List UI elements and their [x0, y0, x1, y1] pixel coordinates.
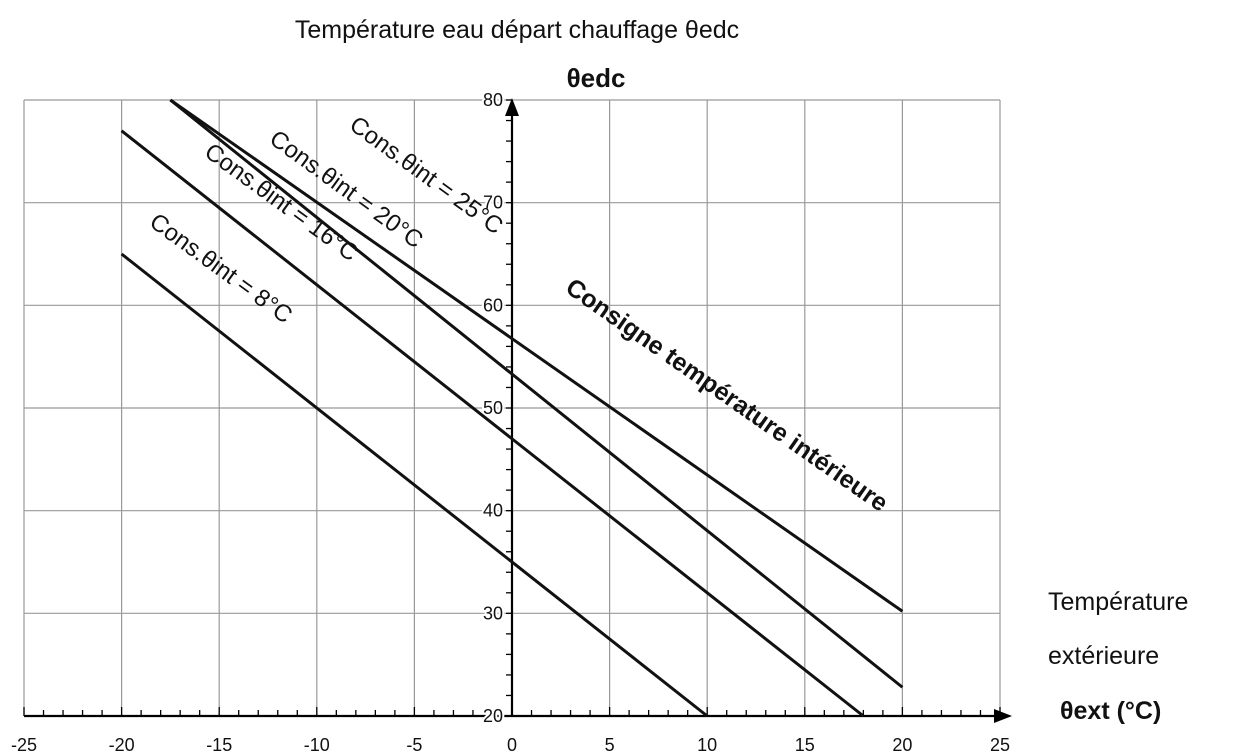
x-axis-label-line-2: extérieure [1048, 642, 1160, 670]
x-axis-arrow [994, 709, 1012, 723]
y-axis-label: θedc [567, 63, 626, 93]
y-tick-label: 60 [483, 295, 503, 315]
x-tick-label: 20 [892, 735, 912, 755]
x-tick-label: -10 [304, 735, 330, 755]
x-axis-label-line-1: Température [1048, 588, 1189, 616]
x-tick-label: 15 [795, 735, 815, 755]
x-tick-label: -5 [406, 735, 422, 755]
annotation-consigne: Consigne température intérieure [561, 273, 894, 518]
y-axis-arrow [505, 98, 519, 116]
series-line-4 [120, 252, 709, 718]
series-line-2 [169, 98, 904, 689]
y-tick-label: 30 [483, 603, 503, 623]
x-tick-label: 5 [605, 735, 615, 755]
series-line-1 [169, 98, 904, 613]
x-tick-label: -25 [11, 735, 37, 755]
x-tick-label: -20 [109, 735, 135, 755]
x-tick-label: 0 [507, 735, 517, 755]
chart-title: Température eau départ chauffage θedc [295, 16, 739, 44]
y-tick-label: 40 [483, 501, 503, 521]
x-tick-label: -15 [206, 735, 232, 755]
y-tick-label: 50 [483, 398, 503, 418]
x-axis-label-line-3: θext (°C) [1060, 697, 1162, 725]
series-label-4: Cons.θint = 8°C [144, 208, 297, 329]
x-tick-label: 10 [697, 735, 717, 755]
y-tick-label: 20 [483, 706, 503, 726]
y-tick-label: 80 [483, 90, 503, 110]
y-tick-label: 70 [483, 193, 503, 213]
series-line-3 [120, 129, 865, 718]
x-tick-label: 25 [990, 735, 1010, 755]
